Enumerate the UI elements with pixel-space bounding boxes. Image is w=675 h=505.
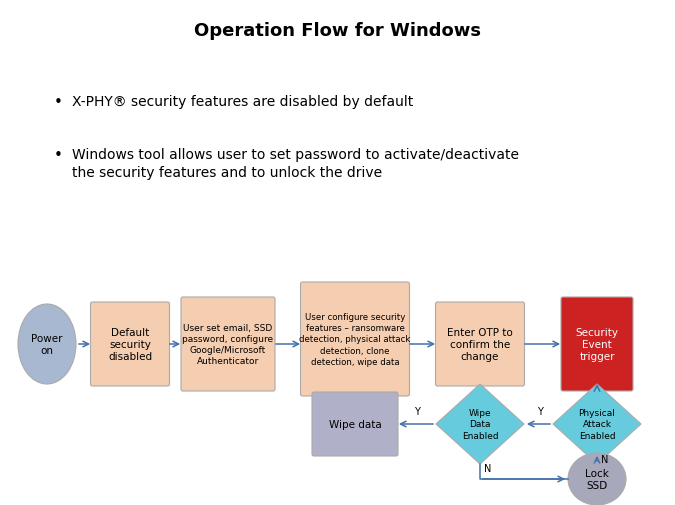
Text: User configure security
features – ransomware
detection, physical attack
detecti: User configure security features – ranso… <box>299 313 410 366</box>
Text: Wipe data: Wipe data <box>329 419 381 429</box>
Text: Y: Y <box>414 406 420 416</box>
Text: Y: Y <box>537 406 543 416</box>
Text: Windows tool allows user to set password to activate/deactivate
the security fea: Windows tool allows user to set password… <box>72 147 519 180</box>
Text: User set email, SSD
password, configure
Google/Microsoft
Authenticator: User set email, SSD password, configure … <box>182 323 273 366</box>
Text: N: N <box>484 463 491 473</box>
FancyBboxPatch shape <box>90 302 169 386</box>
Text: Physical
Attack
Enabled: Physical Attack Enabled <box>578 409 616 440</box>
FancyBboxPatch shape <box>561 297 633 391</box>
FancyBboxPatch shape <box>300 282 410 396</box>
FancyBboxPatch shape <box>435 302 524 386</box>
Ellipse shape <box>18 305 76 384</box>
Text: N: N <box>601 454 608 464</box>
Text: Wipe
Data
Enabled: Wipe Data Enabled <box>462 409 498 440</box>
Text: X-PHY® security features are disabled by default: X-PHY® security features are disabled by… <box>72 95 413 109</box>
Text: Lock
SSD: Lock SSD <box>585 468 609 490</box>
Ellipse shape <box>568 453 626 505</box>
Polygon shape <box>436 384 524 464</box>
Text: •: • <box>53 147 62 163</box>
Text: Power
on: Power on <box>31 333 63 356</box>
Text: Security
Event
trigger: Security Event trigger <box>576 327 618 362</box>
Polygon shape <box>553 384 641 464</box>
FancyBboxPatch shape <box>312 392 398 456</box>
Text: Default
security
disabled: Default security disabled <box>108 327 152 362</box>
Text: Enter OTP to
confirm the
change: Enter OTP to confirm the change <box>447 327 513 362</box>
FancyBboxPatch shape <box>181 297 275 391</box>
Text: Operation Flow for Windows: Operation Flow for Windows <box>194 22 481 40</box>
Text: •: • <box>53 95 62 110</box>
